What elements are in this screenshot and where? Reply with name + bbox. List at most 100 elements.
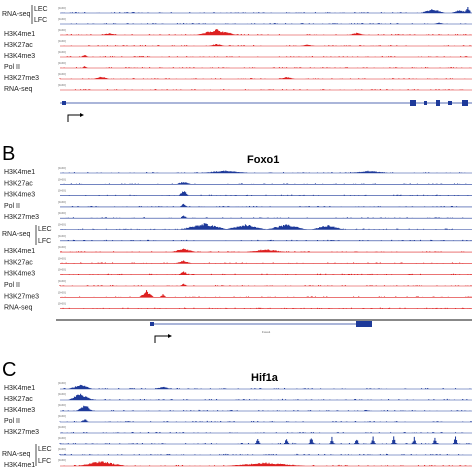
track-signal <box>59 436 471 444</box>
track-label: H3K4me1 <box>4 169 35 176</box>
track-signal <box>66 55 468 57</box>
track-label: Pol II <box>4 203 20 210</box>
panel-c-letter: C <box>2 359 16 381</box>
panel-a-exon <box>424 101 427 105</box>
panel-b-gene-label: Foxo1 <box>262 330 271 334</box>
panel-c-lfc-label: LFC <box>38 458 51 465</box>
panel-c-tracks: H3K4me1 [0-60] H3K27ac [0-60] H3K4me3 [0-60] P… <box>4 381 472 469</box>
track-signal <box>68 191 469 196</box>
track-range-label: [0-60] <box>58 268 66 272</box>
track-signal <box>62 307 471 309</box>
track-label: H3K4me3 <box>4 192 35 199</box>
track-signal <box>59 453 464 455</box>
panel-a-exon <box>410 100 416 106</box>
track-label: H3K27me3 <box>4 293 39 300</box>
panel-b-tracks: H3K4me1 [0-60] H3K27ac [0-60] H3K4me3 [0-60] P… <box>4 166 472 312</box>
track-label: H3K4me3 <box>4 53 35 60</box>
track-label: H3K27me3 <box>4 214 39 221</box>
track-signal <box>61 290 472 298</box>
track-range-label: [0-60] <box>58 177 66 181</box>
track-signal <box>61 271 472 275</box>
track-label: RNA-seq <box>4 305 33 312</box>
track-signal <box>63 461 471 466</box>
panel-b-letter: B <box>2 143 15 165</box>
track-signal <box>74 89 464 90</box>
panel-b-tss-arrow <box>154 335 170 343</box>
panel-b-exon <box>356 321 372 327</box>
panel-a: [0-60] [0-60] H3K4me1 [0-60] H3K27ac [0-60] H3… <box>2 5 472 122</box>
panel-c-lec-label: LEC <box>38 446 52 453</box>
panel-a-lfc-label: LFC <box>34 17 47 24</box>
panel-b-lfc-label: LFC <box>38 238 51 245</box>
track-signal <box>61 29 472 35</box>
track-range-label: [0-60] <box>58 436 66 440</box>
track-label: H3K4me1 <box>4 248 35 255</box>
track-range-label: [0-60] <box>58 381 66 385</box>
track-signal <box>65 215 467 219</box>
panel-b-exon <box>150 322 154 326</box>
track-signal <box>61 6 472 13</box>
track-signal <box>59 283 472 286</box>
panel-b-lec-label: LEC <box>38 226 52 233</box>
track-range-label: [0-60] <box>58 414 66 418</box>
track-range-label: [0-60] <box>58 223 66 227</box>
track-label: H3K27me3 <box>4 429 39 436</box>
track-label: H3K27ac <box>4 396 33 403</box>
track-signal <box>59 76 466 79</box>
track-signal <box>71 203 458 207</box>
track-label: H3K4me1 <box>4 462 35 469</box>
track-range-label: [0-60] <box>58 290 66 294</box>
track-range-label: [0-60] <box>58 425 66 429</box>
track-label: Pol II <box>4 64 20 71</box>
panel-c-gene-title: Hif1a <box>251 372 279 384</box>
track-label: Pol II <box>4 282 20 289</box>
track-signal <box>61 223 453 230</box>
track-range-label: [0-60] <box>58 392 66 396</box>
track-range-label: [0-60] <box>58 211 66 215</box>
track-signal <box>62 405 471 411</box>
track-label: H3K27me3 <box>4 75 39 82</box>
track-label: H3K4me3 <box>4 271 35 278</box>
track-label: H3K27ac <box>4 180 33 187</box>
track-range-label: [0-60] <box>58 447 66 451</box>
track-signal <box>60 248 465 253</box>
panel-a-exon <box>448 101 452 105</box>
track-range-label: [0-60] <box>58 279 66 283</box>
track-range-label: [0-60] <box>58 6 66 10</box>
track-range-label: [0-60] <box>58 245 66 249</box>
track-label: Pol II <box>4 418 20 425</box>
panel-a-exon <box>436 100 440 106</box>
track-range-label: [0-60] <box>58 256 66 260</box>
panel-b-gene-title: Foxo1 <box>247 154 279 166</box>
track-range-label: [0-60] <box>58 72 66 76</box>
track-range-label: [0-60] <box>58 166 66 170</box>
track-label: RNA-seq <box>4 86 33 93</box>
panel-a-exon <box>462 100 468 106</box>
track-range-label: [0-60] <box>58 61 66 65</box>
track-signal <box>60 66 471 68</box>
track-range-label: [0-60] <box>58 200 66 204</box>
track-range-label: [0-60] <box>58 28 66 32</box>
track-range-label: [0-60] <box>58 17 66 21</box>
track-range-label: [0-60] <box>58 302 66 306</box>
panel-b: B Foxo1 H3K4me1[0-60]H3K27ac[0-60]H3K4me… <box>2 143 472 343</box>
panel-b-rna-seq-label: RNA-seq <box>2 231 31 238</box>
panel-c: C Hif1a H3K4me1[0-60]H3K27ac[0-60]H3K4me… <box>2 359 472 469</box>
track-range-label: [0-60] <box>58 189 66 193</box>
track-range-label: [0-60] <box>58 458 66 462</box>
panel-a-exon <box>62 101 66 105</box>
panel-a-rna-seq-label: RNA-seq <box>2 11 31 18</box>
track-range-label: [0-60] <box>58 403 66 407</box>
track-signal <box>63 43 472 46</box>
panel-b-tss-arrowhead <box>168 334 172 338</box>
track-label: H3K27ac <box>4 42 33 49</box>
track-range-label: [0-60] <box>58 50 66 54</box>
track-signal <box>61 260 464 264</box>
track-range-label: [0-60] <box>58 234 66 238</box>
panel-c-rna-seq-label: RNA-seq <box>2 451 31 458</box>
track-signal <box>65 239 472 241</box>
track-range-label: [0-60] <box>58 39 66 43</box>
track-signal <box>63 384 471 389</box>
track-label: H3K27ac <box>4 259 33 266</box>
